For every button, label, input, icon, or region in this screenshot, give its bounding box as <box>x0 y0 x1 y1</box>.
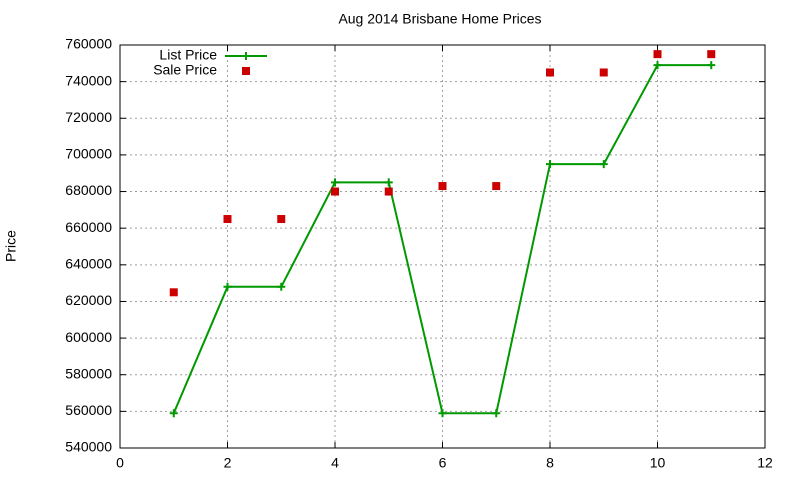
x-tick-label: 0 <box>116 455 124 471</box>
y-tick-label: 580000 <box>65 365 112 381</box>
y-tick-label: 740000 <box>65 72 112 88</box>
point-marker <box>599 160 608 169</box>
y-tick-label: 640000 <box>65 256 112 272</box>
point-marker <box>707 61 716 70</box>
y-tick-label: 560000 <box>65 402 112 418</box>
point-marker <box>546 160 554 169</box>
point-marker <box>599 68 608 77</box>
y-tick-label: 660000 <box>65 219 112 235</box>
point-marker <box>653 50 662 59</box>
y-tick-label: 720000 <box>65 109 112 125</box>
point-marker <box>223 215 232 224</box>
x-tick-label: 2 <box>224 455 232 471</box>
point-marker <box>653 61 662 70</box>
y-tick-label: 680000 <box>65 182 112 198</box>
point-marker <box>169 409 178 418</box>
y-tick-label: 760000 <box>65 36 112 52</box>
point-marker <box>384 178 393 187</box>
point-marker <box>169 288 178 297</box>
point-marker <box>223 282 232 291</box>
point-marker <box>492 182 501 191</box>
point-marker <box>492 409 501 418</box>
legend-label: List Price <box>159 47 217 63</box>
legend-swatch <box>242 67 250 75</box>
y-tick-label: 600000 <box>65 329 112 345</box>
point-marker <box>384 187 393 196</box>
plot-frame <box>119 44 766 449</box>
point-marker <box>546 68 554 77</box>
x-tick-label: 4 <box>331 455 339 471</box>
point-marker <box>277 282 286 291</box>
point-marker <box>331 187 339 196</box>
point-marker <box>438 182 447 191</box>
y-axis-label: Price <box>3 230 19 262</box>
x-tick-label: 6 <box>439 455 447 471</box>
legend-swatch <box>225 52 267 60</box>
point-marker <box>277 215 286 224</box>
x-tick-label: 8 <box>546 455 554 471</box>
x-tick-label: 12 <box>757 455 773 471</box>
chart-title: Aug 2014 Brisbane Home Prices <box>338 11 541 27</box>
point-marker <box>331 178 339 187</box>
legend-label: Sale Price <box>153 62 217 78</box>
point-marker <box>707 50 716 59</box>
x-tick-label: 10 <box>650 455 666 471</box>
y-tick-label: 540000 <box>65 439 112 455</box>
y-tick-label: 620000 <box>65 292 112 308</box>
y-tick-label: 700000 <box>65 146 112 162</box>
point-marker <box>438 409 447 418</box>
